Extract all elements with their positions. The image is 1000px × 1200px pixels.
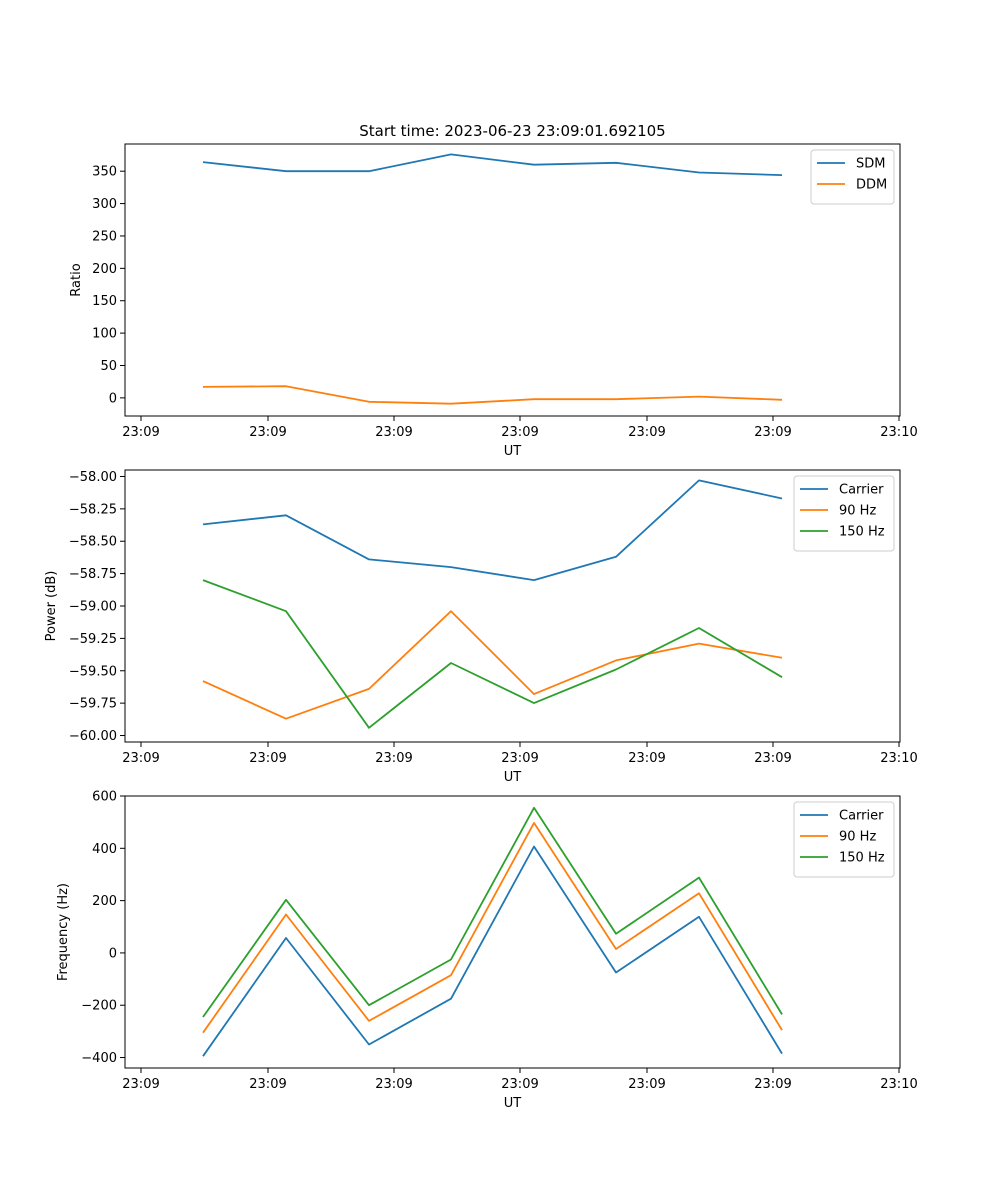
x-tick-label: 23:09 — [375, 1077, 412, 1092]
series-line-90-hz — [202, 822, 783, 1034]
axes-frame — [124, 143, 901, 417]
panel-power: 23:09 23:09 23:09 23:09 23:09 23:09 23:10 UT −60… — [44, 469, 918, 785]
series-line-sdm — [202, 153, 783, 176]
y-tick-label: 0 — [109, 391, 117, 406]
x-tick-label: 23:09 — [501, 425, 538, 440]
y-tick-label: −59.25 — [69, 632, 117, 647]
series-line-carrier — [202, 845, 783, 1057]
x-tick-label: 23:10 — [880, 751, 917, 766]
x-tick-label: 23:09 — [249, 1077, 286, 1092]
y-tick-label: 50 — [100, 359, 117, 374]
panel-frequency: 23:09 23:09 23:09 23:09 23:09 23:09 23:10 UT −40… — [56, 790, 918, 1112]
y-tick-label: 400 — [92, 842, 117, 857]
y-tick-label: −59.75 — [69, 697, 117, 712]
legend — [793, 475, 895, 552]
x-tick-label: 23:09 — [122, 1077, 159, 1092]
y-tick-label: 0 — [109, 946, 117, 961]
panel-ratio: Start time: 2023-06-23 23:09:01.692105 2… — [69, 122, 918, 459]
x-tick-label: 23:10 — [880, 425, 917, 440]
y-tick-label: −59.50 — [69, 664, 117, 679]
x-tick-label: 23:09 — [122, 425, 159, 440]
x-tick-label: 23:09 — [122, 751, 159, 766]
y-axis-label: Frequency (Hz) — [56, 883, 71, 981]
y-tick-label: 250 — [92, 229, 117, 244]
x-axis-label: UT — [504, 770, 522, 785]
x-tick-label: 23:09 — [375, 425, 412, 440]
legend-label: SDM — [856, 157, 885, 172]
series-line-90-hz — [202, 610, 783, 720]
x-tick-label: 23:09 — [628, 751, 665, 766]
x-tick-label: 23:09 — [754, 1077, 791, 1092]
x-tick-label: 23:09 — [754, 751, 791, 766]
x-tick-label: 23:09 — [375, 751, 412, 766]
x-tick-label: 23:09 — [628, 1077, 665, 1092]
legend-label: 90 Hz — [839, 830, 876, 845]
y-axis-label: Ratio — [69, 263, 84, 296]
legend-label: Carrier — [839, 483, 884, 498]
axes-frame — [124, 469, 901, 743]
y-tick-label: 200 — [92, 894, 117, 909]
legend-label: DDM — [856, 178, 887, 193]
y-tick-label: 100 — [92, 327, 117, 342]
x-tick-label: 23:09 — [628, 425, 665, 440]
y-tick-label: −200 — [81, 999, 117, 1014]
y-tick-label: 300 — [92, 197, 117, 212]
y-tick-label: −400 — [81, 1051, 117, 1066]
y-tick-label: −59.00 — [69, 600, 117, 615]
x-tick-label: 23:09 — [249, 751, 286, 766]
y-tick-label: −58.50 — [69, 535, 117, 550]
x-tick-label: 23:09 — [754, 425, 791, 440]
series-line-ddm — [202, 385, 783, 405]
legend — [793, 801, 895, 878]
y-tick-label: 200 — [92, 262, 117, 277]
x-tick-label: 23:10 — [880, 1077, 917, 1092]
legend-label: 90 Hz — [839, 504, 876, 519]
legend-label: 150 Hz — [839, 851, 885, 866]
y-tick-label: 350 — [92, 165, 117, 180]
series-line-carrier — [202, 479, 783, 581]
y-tick-label: 600 — [92, 790, 117, 805]
axes-frame — [124, 795, 901, 1069]
y-tick-label: 150 — [92, 294, 117, 309]
y-tick-label: −58.25 — [69, 502, 117, 517]
y-tick-label: −58.75 — [69, 567, 117, 582]
y-tick-label: −60.00 — [69, 729, 117, 744]
y-tick-label: −58.00 — [69, 470, 117, 485]
y-axis-label: Power (dB) — [44, 571, 59, 642]
x-tick-label: 23:09 — [501, 751, 538, 766]
legend-label: Carrier — [839, 809, 884, 824]
series-line-150-hz — [202, 579, 783, 729]
x-axis-label: UT — [504, 1096, 522, 1111]
legend-label: 150 Hz — [839, 525, 885, 540]
series-line-150-hz — [202, 806, 783, 1018]
x-tick-label: 23:09 — [249, 425, 286, 440]
chart-title: Start time: 2023-06-23 23:09:01.692105 — [359, 122, 665, 140]
x-axis-label: UT — [504, 444, 522, 459]
x-tick-label: 23:09 — [501, 1077, 538, 1092]
